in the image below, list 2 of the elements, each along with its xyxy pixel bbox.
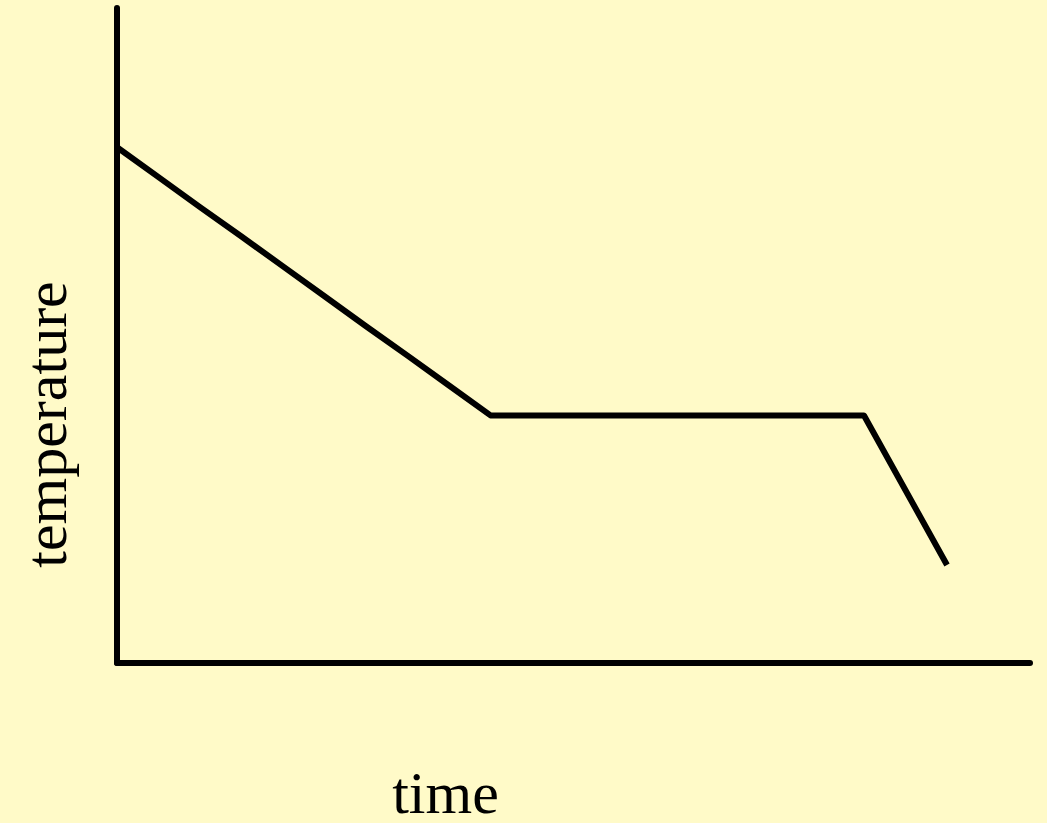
x-axis-title: time	[392, 760, 499, 823]
y-axis-title: temperature	[13, 281, 79, 568]
